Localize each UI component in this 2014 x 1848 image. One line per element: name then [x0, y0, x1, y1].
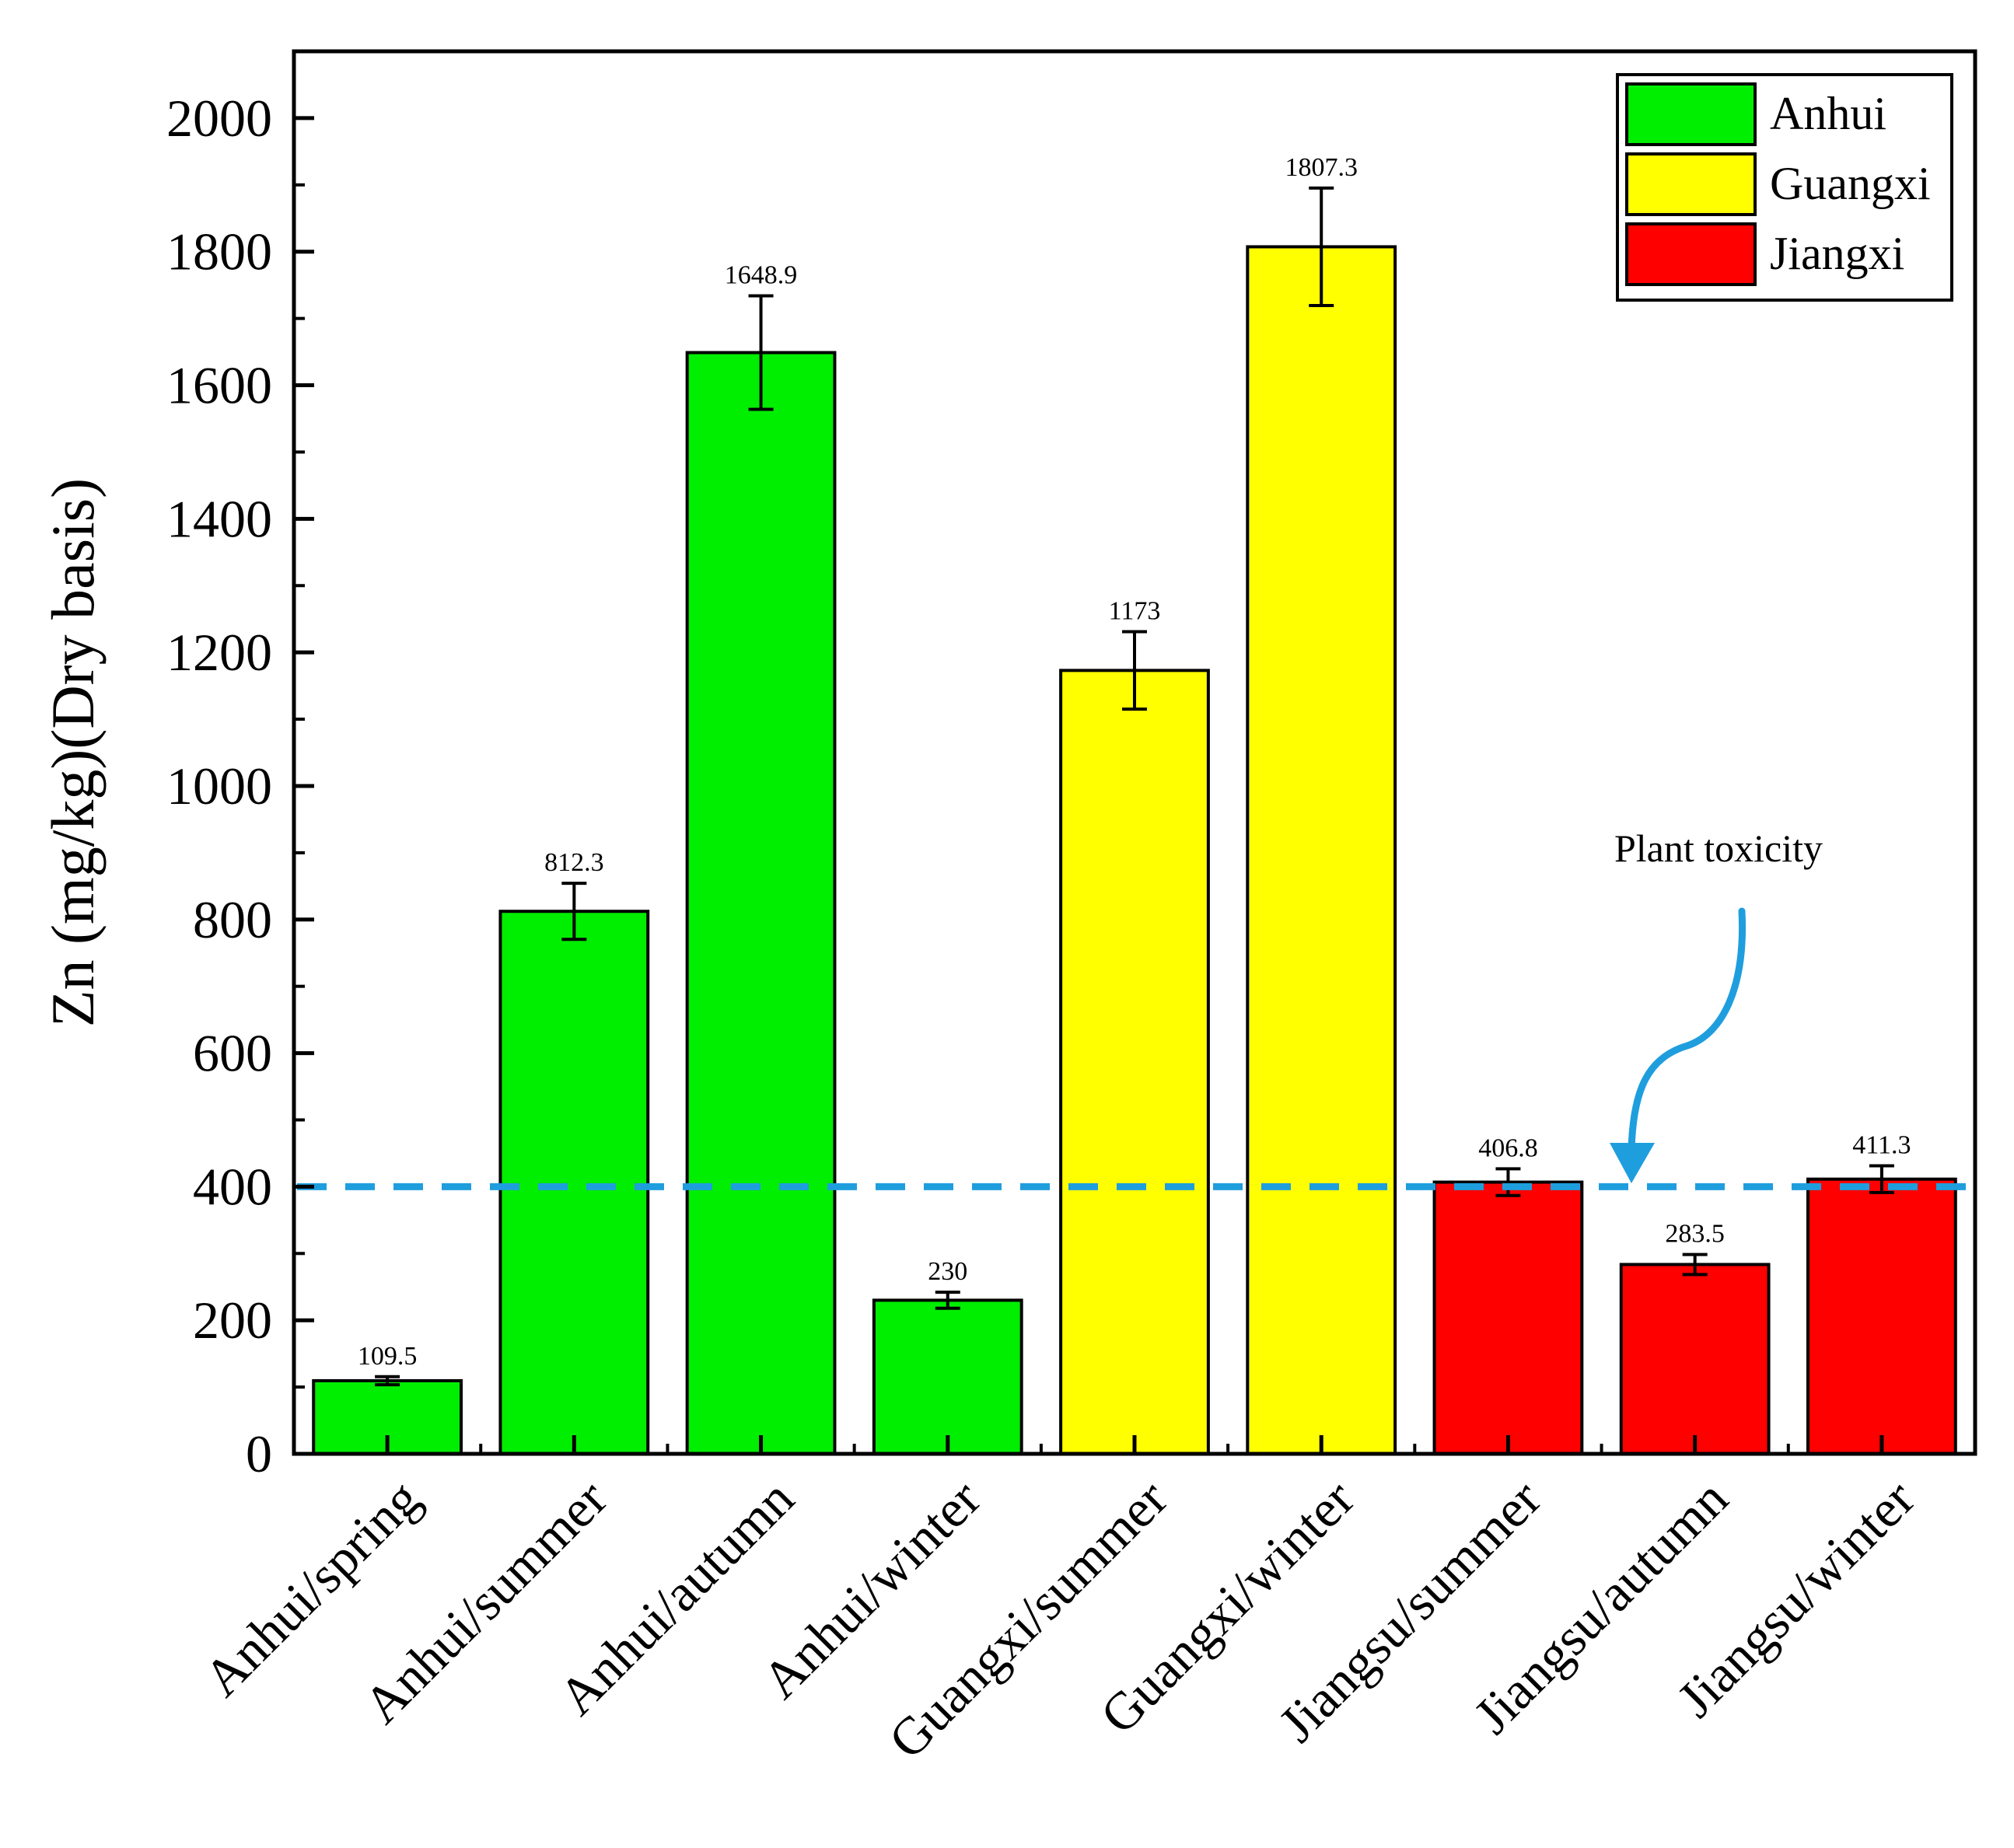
- data-label: 1807.3: [1285, 153, 1358, 182]
- bar-jiangsu-summer: [1432, 1180, 1584, 1455]
- data-label: 406.8: [1478, 1134, 1538, 1162]
- data-label: 1648.9: [725, 260, 798, 289]
- bar-anhui-summer: [498, 910, 650, 1456]
- y-tick-label: 800: [193, 890, 272, 949]
- legend-label: Guangxi: [1770, 158, 1931, 209]
- data-label: 109.5: [358, 1342, 418, 1371]
- y-tick-label: 2000: [166, 89, 272, 148]
- data-label: 1173: [1109, 597, 1161, 626]
- annotation-label: Plant toxicity: [1614, 826, 1823, 870]
- y-tick-label: 1000: [166, 756, 272, 816]
- bar-guangxi-summer: [1059, 669, 1210, 1455]
- y-axis-title: Zn (mg/kg)(Dry basis): [39, 478, 107, 1027]
- bar-guangxi-winter: [1246, 245, 1397, 1455]
- annotation: Plant toxicity: [1610, 826, 1823, 1183]
- y-tick-label: 1400: [166, 489, 272, 548]
- y-tick-label: 1800: [166, 222, 272, 281]
- legend-swatch: [1625, 222, 1757, 286]
- annotation-arrow: [1628, 907, 1747, 1155]
- legend-swatch: [1625, 152, 1757, 216]
- bars-layer: [312, 245, 1957, 1456]
- data-label: 812.3: [544, 848, 604, 877]
- data-label: 230: [928, 1257, 967, 1286]
- bar-anhui-autumn: [685, 351, 837, 1456]
- y-tick-label: 400: [193, 1157, 272, 1216]
- y-tick-label: 200: [193, 1291, 272, 1350]
- data-label: 411.3: [1852, 1130, 1911, 1159]
- y-axis: 0 200 400 600 800 1000 1200 1400 1600 1800 2000: [166, 89, 314, 1483]
- y-tick-label: 1600: [166, 356, 272, 415]
- bar-jiangsu-winter: [1806, 1177, 1957, 1455]
- error-bars-layer: [375, 186, 1894, 1387]
- legend: Anhui Guangxi Jiangxi: [1616, 73, 1953, 302]
- data-label: 283.5: [1665, 1220, 1725, 1249]
- data-labels-layer: 109.5 812.3 1648.9 230 1173 1807.3 406.8 283.5 4…: [358, 153, 1911, 1371]
- legend-label: Jiangxi: [1770, 228, 1904, 279]
- y-tick-label: 1200: [166, 623, 272, 682]
- annotation-arrowhead: [1610, 1143, 1655, 1183]
- legend-swatch: [1625, 82, 1757, 146]
- bar-jiangsu-autumn: [1619, 1263, 1771, 1455]
- bar-anhui-winter: [872, 1298, 1023, 1456]
- legend-label: Anhui: [1770, 88, 1886, 139]
- y-tick-label: 0: [246, 1424, 272, 1483]
- y-tick-label: 600: [193, 1024, 272, 1083]
